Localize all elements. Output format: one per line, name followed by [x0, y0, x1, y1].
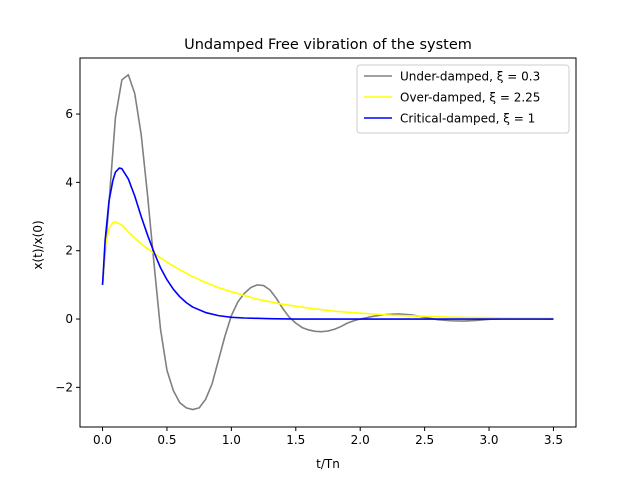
axes-frame — [79, 57, 577, 428]
legend-frame — [356, 64, 570, 134]
series-line-1 — [101, 221, 554, 320]
x-tick-label: 2.0 — [351, 433, 370, 447]
x-tick-label: 1.0 — [222, 433, 241, 447]
x-tick-label: 0.0 — [93, 433, 112, 447]
legend-label-2: Critical-damped, ξ = 1 — [400, 112, 535, 126]
legend-label-0: Under-damped, ξ = 0.3 — [400, 70, 540, 84]
y-tick-label: 2 — [65, 244, 73, 258]
chart-title: Undamped Free vibration of the system — [184, 37, 472, 53]
legend: Under-damped, ξ = 0.3 Over-damped, ξ = 2.… — [356, 64, 570, 134]
series-line-2 — [101, 167, 554, 320]
axes-layer: 0.0 0.5 1.0 1.5 2.0 2.5 3.0 3.5 −2 0 2 4 6 — [55, 57, 577, 447]
y-tick-label: 4 — [65, 175, 73, 189]
y-tick-label: −2 — [55, 380, 73, 394]
x-tick-label: 3.0 — [479, 433, 498, 447]
x-tick-label: 1.5 — [286, 433, 305, 447]
y-tick-label: 6 — [65, 107, 73, 121]
y-tick-label: 0 — [65, 312, 73, 326]
legend-label-1: Over-damped, ξ = 2.25 — [400, 91, 540, 105]
x-tick-label: 2.5 — [415, 433, 434, 447]
x-axis-label: t/Tn — [316, 457, 340, 471]
x-tick-label: 0.5 — [157, 433, 176, 447]
y-axis-label: x(t)/x(0) — [31, 220, 45, 269]
series-layer — [101, 73, 554, 411]
x-tick-label: 3.5 — [544, 433, 563, 447]
